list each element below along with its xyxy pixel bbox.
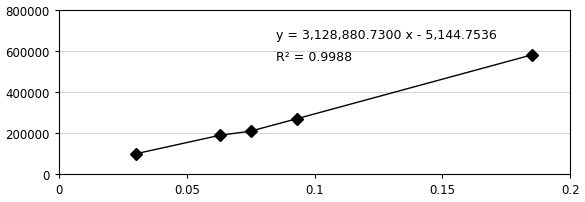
Text: y = 3,128,880.7300 x - 5,144.7536: y = 3,128,880.7300 x - 5,144.7536 <box>276 29 497 42</box>
Text: R² = 0.9988: R² = 0.9988 <box>276 51 352 64</box>
